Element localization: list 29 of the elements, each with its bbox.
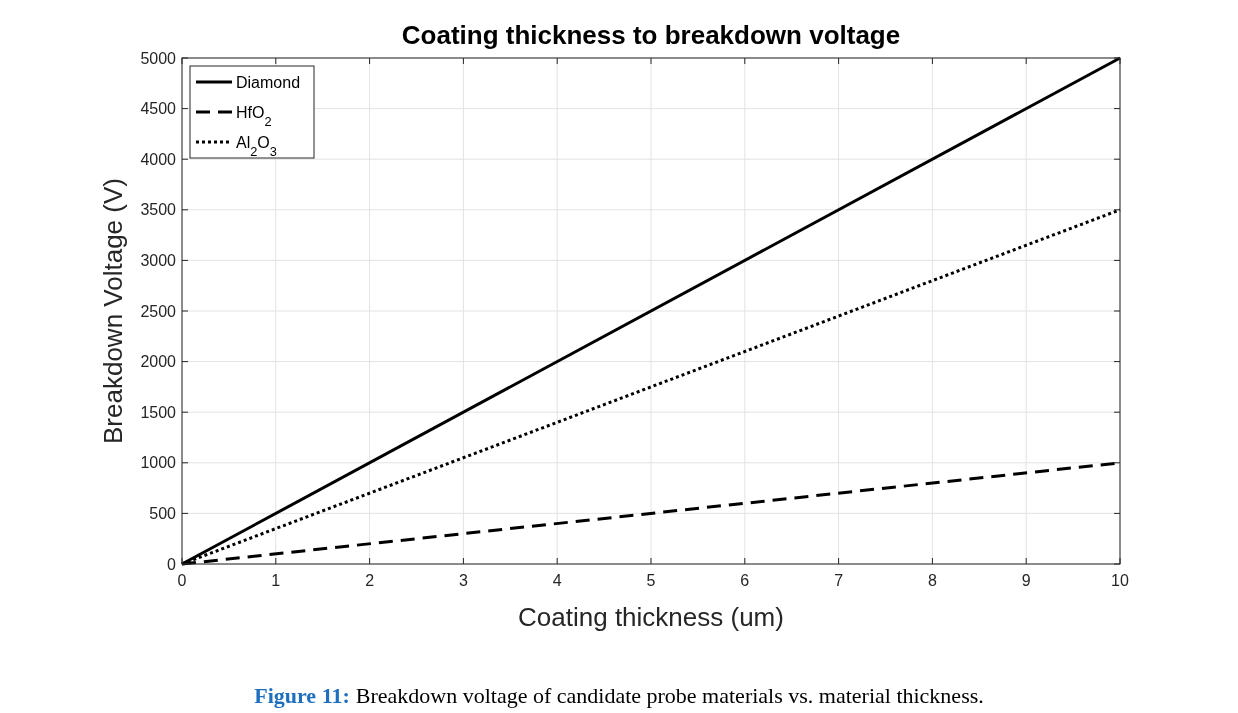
y-tick-label: 500 (149, 505, 177, 522)
x-tick-label: 8 (927, 572, 937, 589)
y-tick-label: 1000 (140, 454, 177, 472)
x-tick-label: 1 (271, 572, 281, 589)
y-tick-label: 5000 (140, 49, 177, 67)
caption: Figure 11: (254, 683, 350, 708)
y-tick-label: 1500 (140, 403, 177, 421)
x-tick-label: 4 (552, 572, 562, 589)
y-tick-label: 4500 (140, 100, 177, 118)
y-tick-label: 3500 (140, 201, 177, 219)
x-tick-label: 10 (1111, 572, 1129, 589)
y-tick-label: 0 (167, 555, 177, 573)
x-tick-label: 3 (458, 572, 468, 589)
y-tick-label: 2000 (140, 353, 177, 371)
legend-label: Al$_{2}$O$_{3}$ (236, 133, 277, 159)
legend-label: HfO$_{2}$ (236, 103, 272, 129)
x-tick-label: 9 (1021, 572, 1031, 589)
chart-title: Coating thickness to breakdown voltage (401, 20, 901, 50)
y-tick-label: 2500 (140, 302, 177, 320)
y-axis-title: Breakdown Voltage (V) (98, 178, 128, 444)
legend-label: Diamond (236, 73, 301, 91)
x-tick-label: 6 (740, 572, 750, 589)
x-tick-label: 7 (834, 572, 844, 589)
x-tick-label: 5 (646, 572, 656, 589)
y-tick-label: 4000 (140, 150, 177, 168)
text: Breakdown voltage of candidate probe materials vs. material thickness. (355, 683, 984, 708)
y-tick-label: 3000 (140, 252, 177, 269)
x-axis-title: Coating thickness (um) (518, 602, 784, 632)
x-tick-label: 2 (365, 572, 375, 589)
